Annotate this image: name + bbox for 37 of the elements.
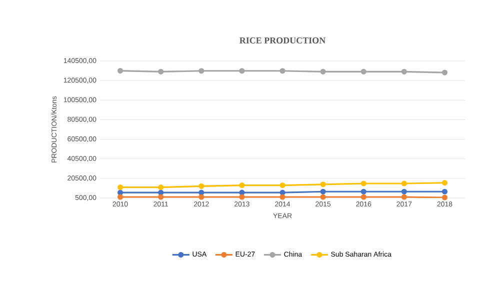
chart-title: RICE PRODUCTION xyxy=(240,37,326,44)
point xyxy=(198,68,204,74)
point xyxy=(239,190,245,196)
point xyxy=(401,68,407,74)
point xyxy=(442,180,448,186)
point xyxy=(158,184,164,190)
point xyxy=(401,180,407,186)
point xyxy=(401,188,407,194)
point xyxy=(198,194,204,200)
point xyxy=(360,188,366,194)
point xyxy=(320,188,326,194)
point xyxy=(360,68,366,74)
point xyxy=(158,68,164,74)
point xyxy=(280,194,286,200)
point xyxy=(158,190,164,196)
point xyxy=(320,194,326,200)
point xyxy=(401,194,407,200)
point xyxy=(239,182,245,188)
point xyxy=(117,190,124,196)
point xyxy=(117,184,124,190)
point xyxy=(360,180,366,186)
point xyxy=(442,194,448,200)
point xyxy=(280,182,286,188)
point xyxy=(320,182,326,188)
point xyxy=(280,68,286,74)
point xyxy=(280,190,286,196)
point xyxy=(117,68,124,74)
point xyxy=(198,183,204,189)
point xyxy=(320,68,326,74)
point xyxy=(239,194,245,200)
point xyxy=(239,68,245,74)
point xyxy=(117,194,124,200)
point xyxy=(198,190,204,196)
point xyxy=(158,194,164,200)
point xyxy=(442,188,448,194)
point xyxy=(360,194,366,200)
point xyxy=(442,70,448,76)
